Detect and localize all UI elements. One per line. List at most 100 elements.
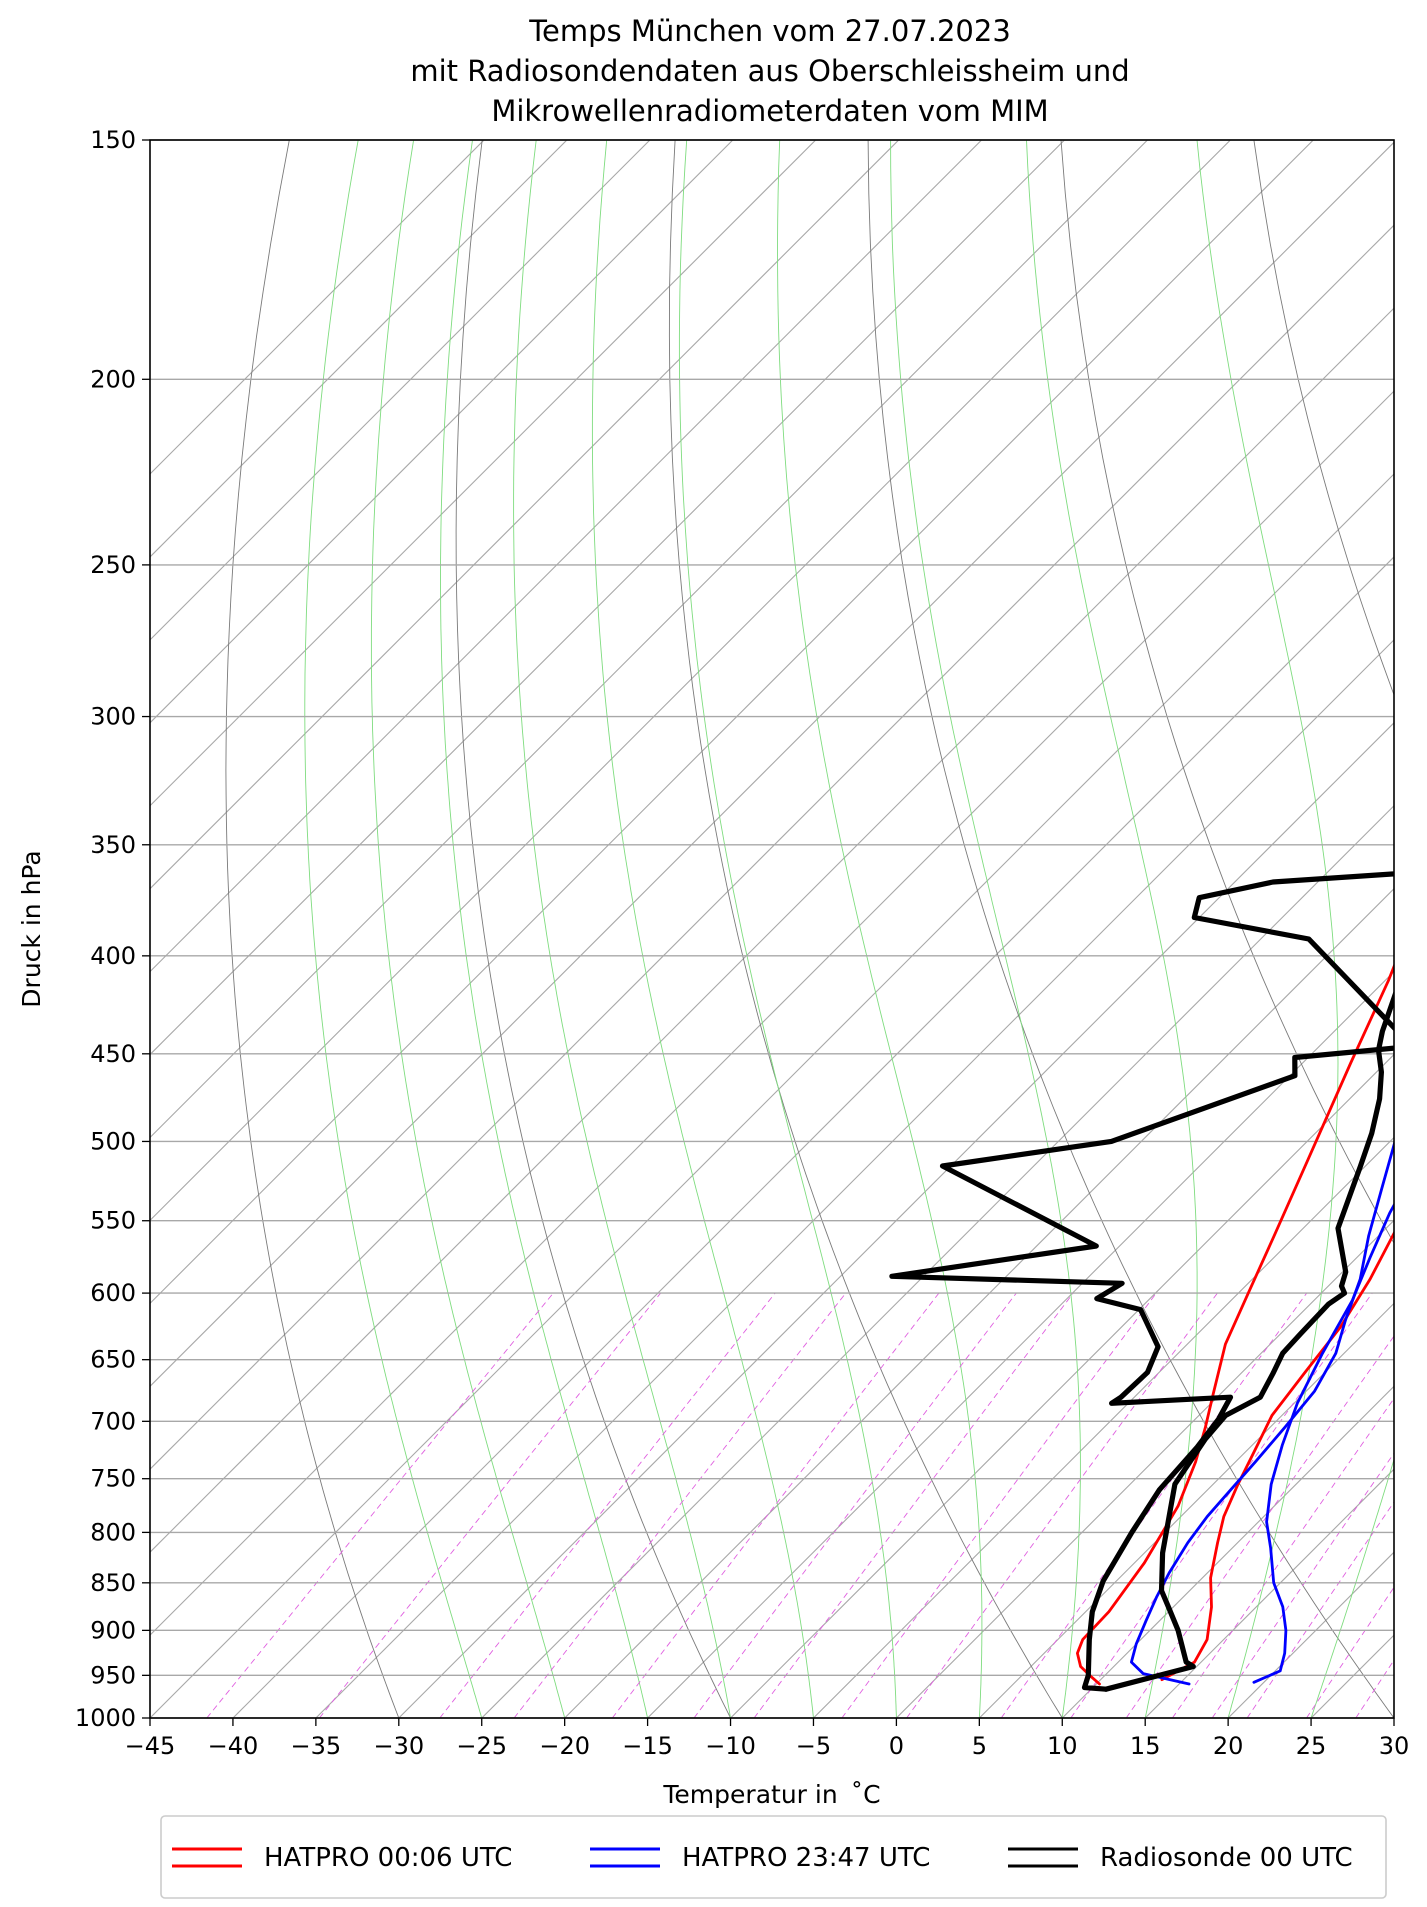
isotherm-line: [150, 140, 568, 558]
y-tick-label: 200: [90, 365, 136, 393]
moist-adiabat-line: [1310, 1457, 1394, 1718]
x-tick-label: −30: [373, 1732, 424, 1760]
series-line-5: [1103, 990, 1394, 1692]
x-axis-label: Temperatur in ˚C: [662, 1780, 880, 1809]
y-tick-label: 450: [90, 1040, 136, 1068]
x-tick-label: −15: [622, 1732, 673, 1760]
y-tick-label: 400: [90, 942, 136, 970]
legend-label-1: HATPRO 23:47 UTC: [682, 1843, 930, 1873]
series-line-3: [1252, 1202, 1394, 1684]
title-line-3: Mikrowellenradiometerdaten vom MIM: [491, 94, 1048, 128]
y-tick-label: 750: [90, 1465, 136, 1493]
dry-adiabat-line: [1253, 140, 1394, 696]
y-tick-label: 550: [90, 1207, 136, 1235]
mixing-ratio-line: [439, 1292, 776, 1718]
x-tick-label: 5: [972, 1732, 987, 1760]
x-tick-label: −45: [125, 1732, 176, 1760]
mixing-ratio-line: [1355, 1659, 1394, 1718]
x-tick-label: 15: [1130, 1732, 1161, 1760]
y-tick-label: 600: [90, 1279, 136, 1307]
moist-adiabat-line: [678, 140, 897, 1718]
mixing-ratio-line: [1000, 1292, 1308, 1718]
y-axis-label: Druck in hPa: [17, 850, 46, 1007]
moist-adiabat-line: [513, 140, 731, 1718]
isotherm-line: [150, 140, 983, 973]
mixing-ratio-line: [1172, 1397, 1394, 1718]
y-axis-ticks: 150 200 250 300 350 400 450 500 550 600 650 700 750 8…: [75, 126, 150, 1732]
mixing-ratio-line: [1125, 1335, 1394, 1718]
moist-adiabat-line: [440, 140, 649, 1718]
series-line-2: [1130, 1139, 1394, 1686]
dry-adiabat-line: [225, 140, 400, 1718]
plot-frame: [149, 139, 1395, 1719]
x-tick-label: 10: [1047, 1732, 1078, 1760]
isotherm-line: [481, 804, 1394, 1718]
y-tick-label: 950: [90, 1661, 136, 1689]
isotherm-line: [150, 140, 1149, 1139]
y-tick-label: 700: [90, 1407, 136, 1435]
x-tick-label: 25: [1296, 1732, 1327, 1760]
moist-adiabat-line: [777, 140, 983, 1718]
mixing-ratio-line: [611, 1292, 940, 1718]
dry-adiabat-line: [1060, 140, 1394, 1245]
moist-adiabat-line: [890, 140, 1081, 1718]
y-tick-label: 150: [90, 126, 136, 154]
series-line-1: [1160, 1230, 1394, 1682]
isotherm-line: [150, 224, 1394, 1470]
isotherm-line: [150, 140, 651, 641]
moist-adiabat-line: [1196, 140, 1339, 1718]
isotherm-line: [1310, 1634, 1394, 1718]
isotherm-line: [978, 1302, 1394, 1718]
mixing-ratio-line: [513, 1292, 847, 1718]
dry-adiabat-line: [455, 140, 731, 1718]
isotherm-line: [150, 140, 1066, 1056]
isotherm-line: [150, 140, 900, 890]
x-tick-label: −25: [456, 1732, 507, 1760]
mixing-ratio-line: [693, 1292, 1017, 1718]
isotherm-line: [150, 140, 817, 807]
moist-adiabat-line: [1393, 1716, 1394, 1718]
isotherm-line: [150, 140, 1232, 1222]
x-axis-ticks: −45 −40 −35 −30 −25 −20 −15 −10 −5 0 5 10 15 20 25 30: [125, 1718, 1410, 1760]
mixing-ratio-line: [206, 1292, 554, 1718]
mixing-ratio-line: [1398, 1293, 1427, 1718]
isotherm-line: [232, 556, 1394, 1718]
x-tick-label: −20: [539, 1732, 590, 1760]
legend: HATPRO 00:06 UTC HATPRO 23:47 UTC Radioson…: [160, 1815, 1387, 1899]
legend-box: [160, 1815, 1387, 1899]
x-tick-label: −35: [291, 1732, 342, 1760]
title-line-1: Temps München vom 27.07.2023: [528, 14, 1011, 48]
x-tick-label: −40: [208, 1732, 259, 1760]
x-tick-label: −10: [705, 1732, 756, 1760]
mixing-ratio-line: [1306, 1586, 1394, 1718]
isotherm-line: [1144, 1468, 1394, 1718]
x-tick-label: 30: [1379, 1732, 1410, 1760]
chart-title: Temps München vom 27.07.2023 mit Radioso…: [410, 14, 1129, 128]
moist-adiabat-line: [1026, 140, 1198, 1718]
y-tick-label: 1000: [75, 1704, 136, 1732]
isotherm-line: [150, 140, 1315, 1305]
isotherm-line: [150, 140, 485, 475]
mixing-ratio-line: [319, 1292, 661, 1718]
isotherm-line: [150, 140, 734, 724]
isotherm-line: [646, 970, 1394, 1718]
y-tick-label: 300: [90, 703, 136, 731]
y-tick-label: 650: [90, 1346, 136, 1374]
isotherm-line: [150, 141, 1394, 1388]
isotherm-line: [563, 887, 1394, 1718]
series-line-0: [1076, 962, 1394, 1686]
moist-adiabat-line: [370, 140, 566, 1718]
y-tick-label: 500: [90, 1127, 136, 1155]
legend-label-0: HATPRO 00:06 UTC: [264, 1843, 512, 1873]
dry-adiabat-line: [867, 140, 1394, 1718]
x-tick-label: −5: [796, 1732, 831, 1760]
x-tick-label: 20: [1213, 1732, 1244, 1760]
y-tick-label: 250: [90, 551, 136, 579]
dry-adiabat-line: [668, 140, 1063, 1718]
data-series: [889, 871, 1394, 1692]
moist-adiabat-line: [591, 140, 814, 1718]
y-tick-label: 800: [90, 1518, 136, 1546]
isotherm-line: [729, 1053, 1394, 1718]
isotherm-line: [315, 639, 1394, 1718]
